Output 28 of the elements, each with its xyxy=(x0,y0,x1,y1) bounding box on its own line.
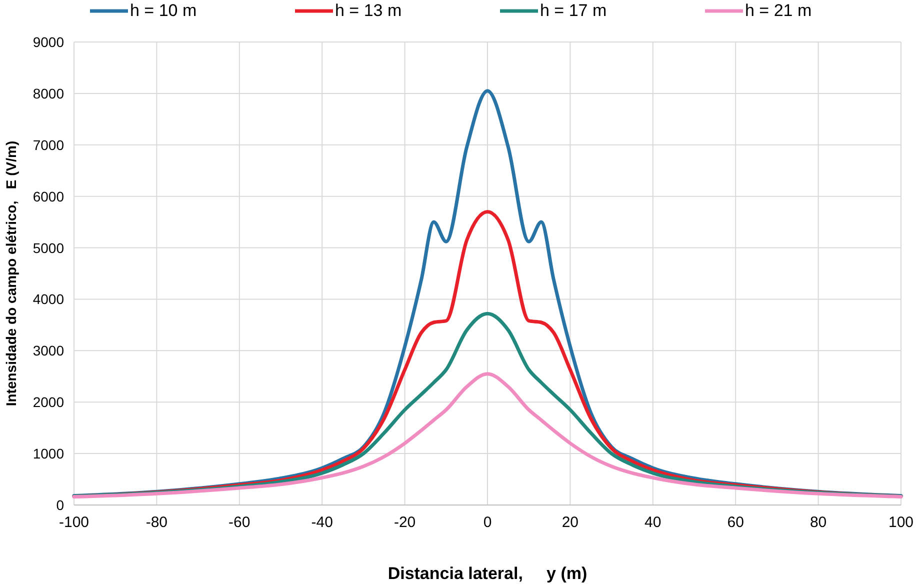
x-tick-label: 60 xyxy=(727,514,744,531)
y-tick-label: 9000 xyxy=(32,34,64,50)
x-tick-label: -40 xyxy=(311,514,333,531)
y-tick-label: 8000 xyxy=(32,85,64,102)
y-tick-label: 0 xyxy=(56,497,64,513)
y-tick-label: 7000 xyxy=(32,136,64,153)
x-tick-label: -100 xyxy=(58,514,90,531)
legend-label: h = 13 m xyxy=(335,1,402,20)
x-tick-label: 20 xyxy=(562,514,579,531)
y-tick-label: 5000 xyxy=(32,240,64,256)
legend-label: h = 21 m xyxy=(745,1,812,20)
y-tick-label: 4000 xyxy=(32,291,64,308)
legend-label: h = 17 m xyxy=(540,1,607,20)
y-tick-label: 3000 xyxy=(32,342,64,359)
line-series xyxy=(72,372,903,499)
y-tick-label: 6000 xyxy=(32,188,64,204)
legend-label: h = 10 m xyxy=(130,1,197,20)
x-tick-label: 40 xyxy=(644,514,662,531)
x-tick-label: -80 xyxy=(146,514,168,531)
x-tick-label: 100 xyxy=(888,514,914,531)
y-tick-label: 1000 xyxy=(32,446,64,462)
y-axis-title: Intensidade do campo elétrico, E (V/m) xyxy=(3,140,19,406)
x-tick-label: 80 xyxy=(810,514,827,531)
x-tick-label: -60 xyxy=(228,514,250,531)
y-tick-label: 2000 xyxy=(32,394,64,410)
x-tick-label: -20 xyxy=(394,514,416,531)
x-tick-label: 0 xyxy=(483,514,492,531)
x-axis-title: Distancia lateral, y (m) xyxy=(388,564,588,583)
